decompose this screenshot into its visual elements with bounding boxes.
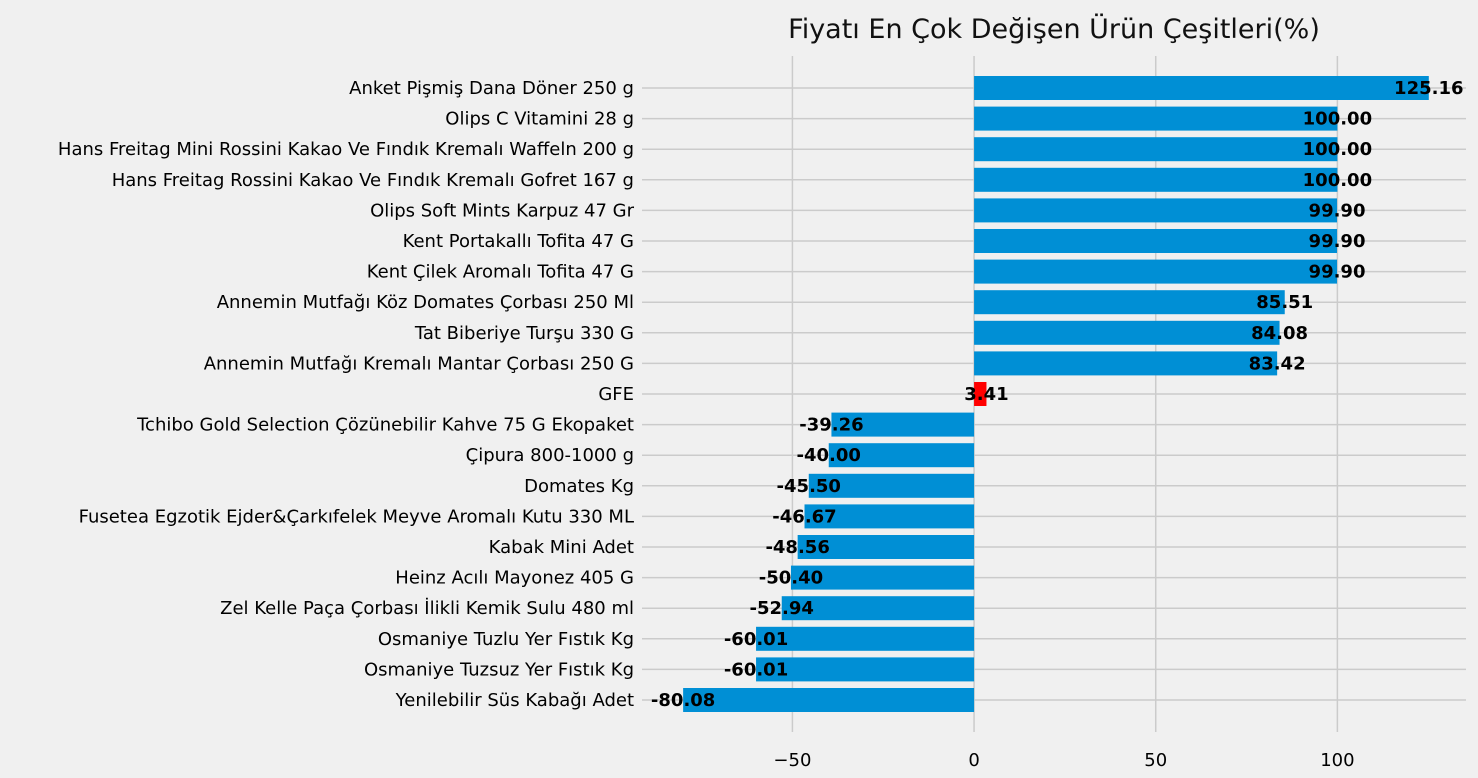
value-label: 3.41 <box>964 384 1008 405</box>
category-label: GFE <box>598 384 634 405</box>
category-label: Hans Freitag Rossini Kakao Ve Fındık Kre… <box>112 170 634 191</box>
value-label: 99.90 <box>1309 231 1366 252</box>
category-label: Olips Soft Mints Karpuz 47 Gr <box>370 200 635 221</box>
category-label: Zel Kelle Paça Çorbası İlikli Kemik Sulu… <box>220 598 634 619</box>
bar <box>974 351 1278 376</box>
value-label: 84.08 <box>1251 323 1308 344</box>
value-label: 125.16 <box>1394 78 1463 99</box>
value-label: -39.26 <box>799 415 863 436</box>
category-label: Annemin Mutfağı Köz Domates Çorbası 250 … <box>217 292 634 313</box>
x-tick-label: 0 <box>968 750 979 771</box>
value-label: -80.08 <box>651 690 715 711</box>
bar <box>808 473 975 498</box>
category-label: Olips C Vitamini 28 g <box>445 109 634 130</box>
value-label: -45.50 <box>777 476 841 497</box>
bars <box>683 76 1429 712</box>
bar <box>974 106 1338 131</box>
bar <box>831 412 975 437</box>
value-label: -60.01 <box>724 659 788 680</box>
value-label: 83.42 <box>1249 353 1306 374</box>
bar <box>974 229 1338 253</box>
bar <box>974 198 1338 223</box>
value-label: 100.00 <box>1303 139 1372 160</box>
value-label: -52.94 <box>750 598 814 619</box>
x-tick-label: 100 <box>1320 750 1354 771</box>
category-label: Annemin Mutfağı Kremalı Mantar Çorbası 2… <box>204 353 634 374</box>
value-label: 99.90 <box>1309 200 1366 221</box>
bar <box>683 688 975 712</box>
x-tick-label: −50 <box>773 750 811 771</box>
value-label: -48.56 <box>765 537 829 558</box>
value-label: -40.00 <box>797 445 861 466</box>
bar <box>974 259 1338 284</box>
value-label: 85.51 <box>1256 292 1313 313</box>
value-label: 99.90 <box>1309 262 1366 283</box>
value-label: -60.01 <box>724 629 788 650</box>
chart-title: Fiyatı En Çok Değişen Ürün Çeşitleri(%) <box>788 13 1320 45</box>
category-label: Yenilebilir Süs Kabağı Adet <box>395 690 634 711</box>
bar <box>974 320 1280 345</box>
x-tick-label: 50 <box>1144 750 1167 771</box>
category-label: Hans Freitag Mini Rossini Kakao Ve Fındı… <box>58 139 634 160</box>
category-label: Anket Pişmiş Dana Döner 250 g <box>349 78 634 99</box>
value-label: -46.67 <box>772 506 836 527</box>
bar <box>756 657 975 682</box>
bar <box>974 137 1338 162</box>
category-labels: Anket Pişmiş Dana Döner 250 g Olips C Vit… <box>58 78 635 711</box>
bar <box>974 290 1285 315</box>
category-label: Çipura 800-1000 g <box>466 445 634 466</box>
bar <box>828 443 975 468</box>
value-labels: 125.16 100.00 100.00 100.00 99.90 99.90 99.90 8… <box>651 78 1464 711</box>
bar <box>804 504 975 529</box>
category-label: Kabak Mini Adet <box>489 537 634 558</box>
category-label: Heinz Acılı Mayonez 405 G <box>395 568 634 589</box>
value-label: 100.00 <box>1303 109 1372 130</box>
bar <box>781 596 975 621</box>
value-label: -50.40 <box>759 568 823 589</box>
category-label: Tat Biberiye Turşu 330 G <box>414 323 634 344</box>
bar <box>974 167 1338 192</box>
bar <box>797 535 975 559</box>
bar <box>790 565 975 590</box>
bar <box>974 76 1429 100</box>
value-label: 100.00 <box>1303 170 1372 191</box>
category-label: Osmaniye Tuzlu Yer Fıstık Kg <box>378 629 634 650</box>
category-label: Domates Kg <box>524 476 634 497</box>
category-label: Kent Portakallı Tofita 47 G <box>403 231 634 252</box>
x-tick-labels: −50 0 50 100 <box>773 750 1354 771</box>
category-label: Fusetea Egzotik Ejder&Çarkıfelek Meyve A… <box>79 506 634 527</box>
category-label: Osmaniye Tuzsuz Yer Fıstık Kg <box>364 659 634 680</box>
bar <box>974 382 987 406</box>
bar <box>756 626 975 651</box>
category-label: Kent Çilek Aromalı Tofita 47 G <box>367 262 634 283</box>
category-label: Tchibo Gold Selection Çözünebilir Kahve … <box>136 415 634 436</box>
